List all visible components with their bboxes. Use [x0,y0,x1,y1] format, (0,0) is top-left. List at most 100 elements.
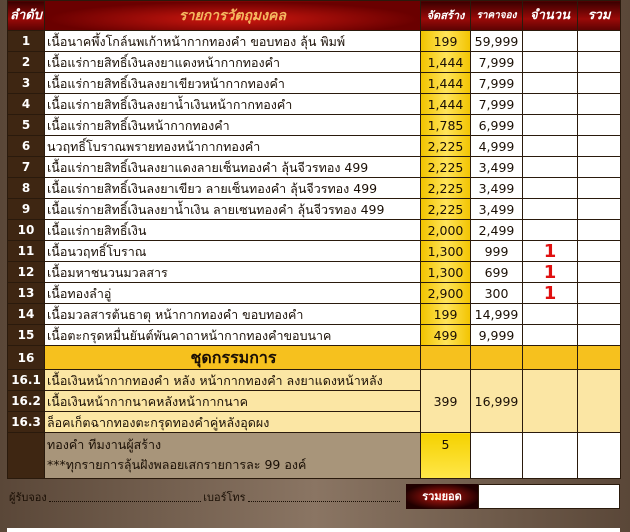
row-total-input[interactable] [577,72,621,94]
table-row: 9 เนื้อแร่กายสิทธิ์เงินลงยาน้ำเงิน ลายเซ… [7,198,621,220]
gold-made: 5 [420,432,471,479]
row-count-input[interactable] [522,135,578,157]
row-total-input[interactable] [577,93,621,115]
set-item-index: 16.1 [7,369,45,391]
row-count-input[interactable] [522,324,578,346]
phone-label: เบอร์โทร [203,490,246,504]
total-label: รวมยอด [406,484,478,509]
row-count-input[interactable]: 1 [522,282,578,304]
set-count-blank [522,345,578,370]
row-total-input[interactable] [577,324,621,346]
table-row: 2 เนื้อแร่กายสิทธิ์เงินลงยาแดงหน้ากากทอง… [7,51,621,73]
header-item: รายการวัตถุมงคล [44,0,421,31]
booker-field[interactable] [48,492,202,502]
table-row: 8 เนื้อแร่กายสิทธิ์เงินลงยาเขียว ลายเซ็น… [7,177,621,199]
phone-field[interactable] [247,492,400,502]
row-made: 1,444 [420,93,471,115]
header-total: รวม [577,0,621,31]
gold-total-input[interactable] [577,432,621,479]
form: ลำดับ รายการวัตถุมงคล จัดสร้าง ราคาจอง จ… [7,0,621,510]
gold-row: ทองคำ ทีมงานผู้สร้าง ***ทุกรายการลุ้นฝังพ… [7,432,621,479]
set-made: 399 [420,369,471,433]
row-price: 3,499 [470,198,523,220]
row-made: 1,444 [420,51,471,73]
row-item-name: เนื้อทองลำอู่ [44,282,421,304]
row-total-input[interactable] [577,282,621,304]
row-count-input[interactable] [522,72,578,94]
row-made: 199 [420,30,471,52]
row-made: 2,000 [420,219,471,241]
set-item-name: เนื้อเงินหน้ากากทองคำ หลัง หน้ากากทองคำ … [44,369,421,391]
row-total-input[interactable] [577,240,621,262]
header-made: จัดสร้าง [420,0,471,31]
set-item-name: ล็อคเก็ตฉากทองตะกรุดทองคำคู่หลังอุดผง [44,411,421,433]
table-row: 14 เนื้อมวลสารต้นธาตุ หน้ากากทองคำ ขอบทอ… [7,303,621,325]
row-total-input[interactable] [577,114,621,136]
total-field[interactable] [478,484,620,509]
row-total-input[interactable] [577,135,621,157]
row-index: 9 [7,198,45,220]
row-total-input[interactable] [577,219,621,241]
header-row: ลำดับ รายการวัตถุมงคล จัดสร้าง ราคาจอง จ… [7,0,621,31]
row-made: 1,785 [420,114,471,136]
row-index: 11 [7,240,45,262]
table-row: 1 เนื้อนาคพึ้งโกล์นพเก้าหน้ากากทองคำ ขอบ… [7,30,621,52]
row-count-input[interactable]: 1 [522,240,578,262]
gold-count-input[interactable] [522,432,578,479]
row-total-input[interactable] [577,198,621,220]
row-made: 2,225 [420,135,471,157]
row-index: 3 [7,72,45,94]
set-index: 16 [7,345,45,370]
row-total-input[interactable] [577,51,621,73]
set-total-input[interactable] [577,369,621,433]
row-count-input[interactable] [522,198,578,220]
gold-index [7,432,45,479]
row-price: 4,999 [470,135,523,157]
row-made: 1,300 [420,240,471,262]
gold-text: ทองคำ ทีมงานผู้สร้าง ***ทุกรายการลุ้นฝังพ… [44,432,421,479]
header-count: จำนวน [522,0,578,31]
row-index: 8 [7,177,45,199]
row-count-input[interactable] [522,51,578,73]
row-total-input[interactable] [577,177,621,199]
set-made-blank [420,345,471,370]
row-item-name: เนื้อแร่กายสิทธิ์เงินลงยาแดงลายเซ็นทองคำ… [44,156,421,178]
row-count-input[interactable] [522,114,578,136]
row-item-name: เนื้อตะกรุดหมื่นยันต์พันคาถาหน้ากากทองคำ… [44,324,421,346]
set-item-row: 16.1 เนื้อเงินหน้ากากทองคำ หลัง หน้ากากท… [7,369,621,433]
gold-line1: ทองคำ ทีมงานผู้สร้าง [47,437,162,452]
set-item-name: เนื้อเงินหน้ากากนาคหลังหน้ากากนาค [44,390,421,412]
row-price: 999 [470,240,523,262]
row-count-input[interactable] [522,177,578,199]
table-row: 7 เนื้อแร่กายสิทธิ์เงินลงยาแดงลายเซ็นทอง… [7,156,621,178]
row-count-input[interactable] [522,93,578,115]
row-price: 3,499 [470,177,523,199]
bottom-strip [7,528,620,532]
row-count-input[interactable] [522,219,578,241]
header-price: ราคาจอง [470,0,523,31]
set-price-blank [470,345,523,370]
row-price: 7,999 [470,51,523,73]
row-count-input[interactable] [522,30,578,52]
row-total-input[interactable] [577,303,621,325]
row-made: 499 [420,324,471,346]
row-index: 12 [7,261,45,283]
row-total-input[interactable] [577,156,621,178]
set-count-input[interactable] [522,369,578,433]
row-total-input[interactable] [577,261,621,283]
row-item-name: เนื้อแร่กายสิทธิ์เงินลงยาน้ำเงินหน้ากากท… [44,93,421,115]
set-item-index: 16.3 [7,411,45,433]
row-total-input[interactable] [577,30,621,52]
row-index: 7 [7,156,45,178]
set-price: 16,999 [470,369,523,433]
table-row: 3 เนื้อแร่กายสิทธิ์เงินลงยาเขียวหน้ากากท… [7,72,621,94]
set-total-blank [577,345,621,370]
row-count-input[interactable]: 1 [522,261,578,283]
row-index: 4 [7,93,45,115]
row-item-name: เนื้อแร่กายสิทธิ์เงินลงยาเขียว ลายเซ็นทอ… [44,177,421,199]
row-count-input[interactable] [522,156,578,178]
table-row: 5 เนื้อแร่กายสิทธิ์เงินหน้ากากทองคำ 1,78… [7,114,621,136]
row-count-input[interactable] [522,303,578,325]
row-made: 2,225 [420,177,471,199]
row-item-name: เนื้อแร่กายสิทธิ์เงิน [44,219,421,241]
